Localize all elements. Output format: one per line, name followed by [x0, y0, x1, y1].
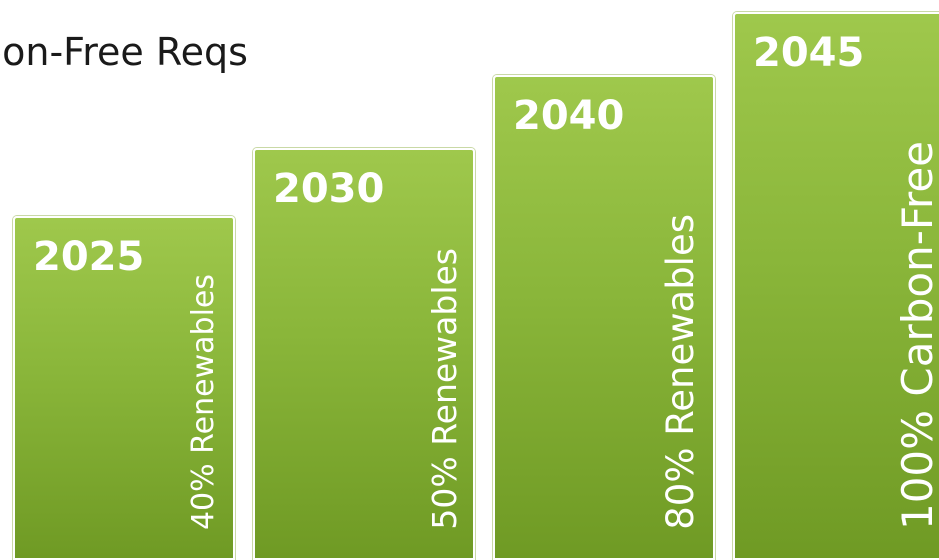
milestone-year: 2025 — [33, 234, 145, 280]
milestone-year: 2040 — [513, 93, 625, 139]
milestone-label: 100% Carbon-Free — [893, 140, 939, 530]
milestone-label: 40% Renewables — [186, 273, 221, 530]
milestone-2045: 2045 100% Carbon-Free — [733, 12, 939, 560]
milestone-year: 2030 — [273, 166, 385, 212]
milestone-label: 80% Renewables — [659, 214, 702, 530]
milestone-label: 50% Renewables — [425, 248, 464, 530]
milestone-2025: 2025 40% Renewables — [13, 216, 235, 560]
title-line-1: bon-Free Reqs — [0, 30, 248, 74]
milestone-2040: 2040 80% Renewables — [493, 75, 715, 560]
title-line-2: 0 — [0, 88, 2, 132]
milestone-2030: 2030 50% Renewables — [253, 148, 475, 560]
milestone-year: 2045 — [753, 30, 865, 76]
